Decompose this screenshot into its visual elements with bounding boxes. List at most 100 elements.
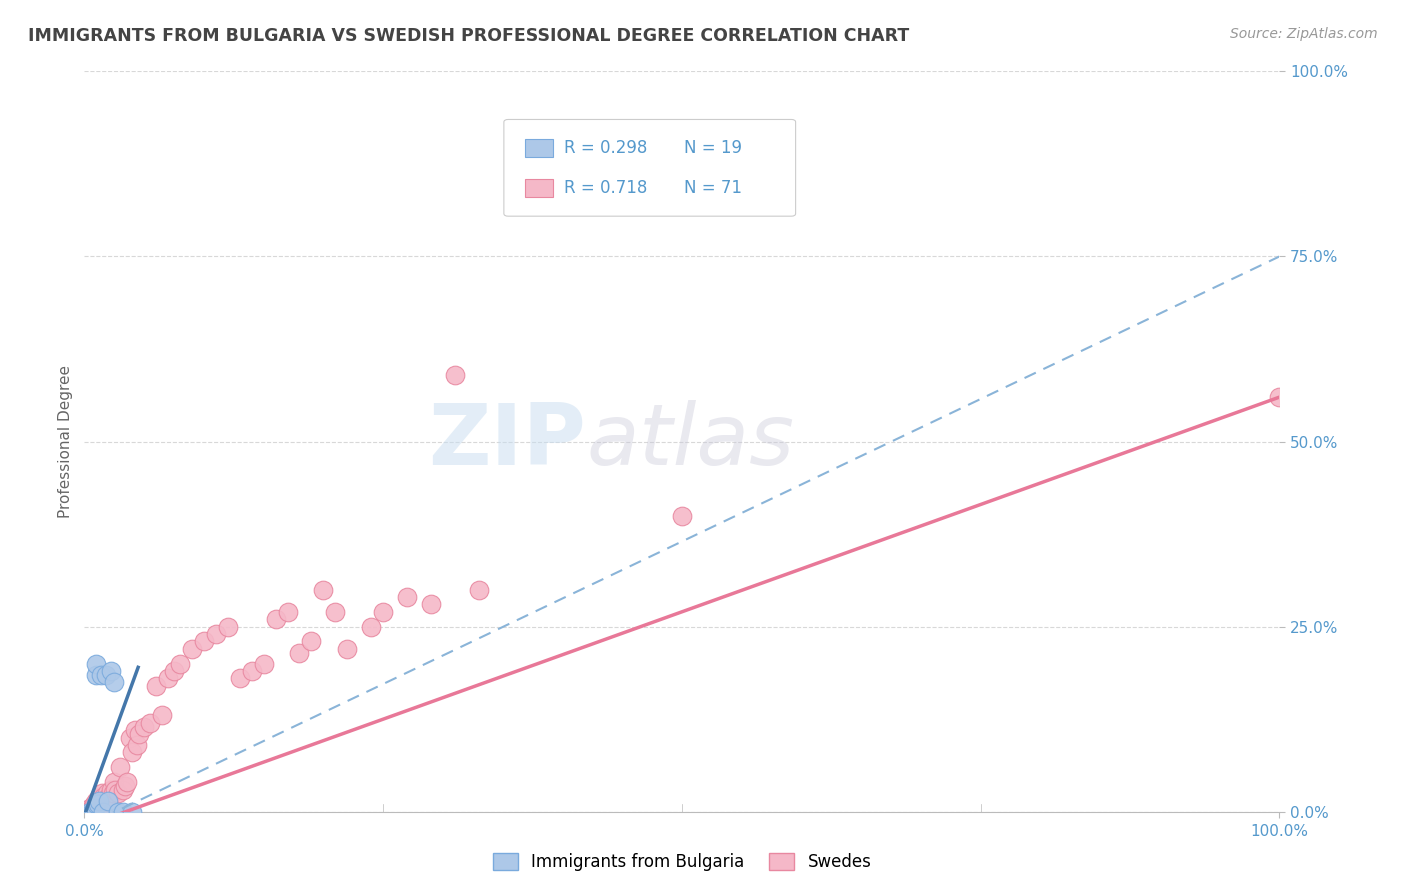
Point	[87, 789, 110, 804]
Text: IMMIGRANTS FROM BULGARIA VS SWEDISH PROFESSIONAL DEGREE CORRELATION CHART: IMMIGRANTS FROM BULGARIA VS SWEDISH PROF…	[28, 27, 910, 45]
Point	[93, 797, 115, 812]
Text: ZIP: ZIP	[429, 400, 586, 483]
Point	[79, 805, 101, 819]
Point	[671, 508, 693, 523]
Point	[83, 805, 105, 819]
Point	[157, 672, 180, 686]
Point	[84, 805, 107, 819]
Point	[91, 786, 114, 800]
Point	[101, 786, 124, 800]
Point	[301, 634, 323, 648]
Point	[312, 582, 335, 597]
Point	[169, 657, 191, 671]
Point	[86, 797, 108, 812]
Point	[96, 786, 118, 800]
Point	[94, 667, 117, 681]
Point	[86, 797, 108, 812]
Y-axis label: Professional Degree: Professional Degree	[58, 365, 73, 518]
Point	[240, 664, 263, 678]
Point	[111, 782, 134, 797]
Point	[277, 605, 299, 619]
Point	[86, 805, 108, 819]
Point	[111, 805, 134, 819]
Point	[205, 627, 228, 641]
Text: R = 0.718: R = 0.718	[564, 179, 648, 197]
Point	[444, 368, 467, 382]
Point	[396, 590, 419, 604]
Point	[124, 723, 146, 738]
Point	[110, 760, 132, 774]
Text: N = 71: N = 71	[683, 179, 742, 197]
Text: atlas: atlas	[586, 400, 794, 483]
Point	[80, 801, 103, 815]
Point	[103, 675, 125, 690]
Text: N = 19: N = 19	[683, 139, 742, 157]
Point	[139, 715, 162, 730]
Point	[84, 801, 107, 815]
Point	[132, 720, 156, 734]
Point	[253, 657, 276, 671]
Point	[163, 664, 186, 678]
Point	[100, 664, 122, 678]
Point	[373, 605, 395, 619]
Point	[86, 667, 108, 681]
Point	[89, 797, 111, 812]
Legend: Immigrants from Bulgaria, Swedes: Immigrants from Bulgaria, Swedes	[486, 846, 877, 878]
Point	[86, 805, 108, 819]
Point	[193, 634, 215, 648]
Point	[114, 779, 136, 793]
Point	[84, 801, 107, 815]
Point	[104, 782, 127, 797]
Point	[468, 582, 491, 597]
Point	[82, 805, 104, 819]
Point	[94, 794, 117, 808]
Point	[336, 641, 359, 656]
Point	[80, 805, 103, 819]
Point	[90, 667, 112, 681]
Point	[80, 805, 103, 819]
Point	[86, 797, 108, 812]
Point	[93, 805, 115, 819]
Point	[125, 738, 148, 752]
Text: R = 0.298: R = 0.298	[564, 139, 648, 157]
Point	[217, 619, 239, 633]
Point	[145, 679, 167, 693]
Point	[121, 746, 143, 760]
Point	[83, 805, 105, 819]
Point	[83, 797, 105, 812]
Text: Source: ZipAtlas.com: Source: ZipAtlas.com	[1230, 27, 1378, 41]
Point	[107, 786, 129, 800]
Point	[86, 794, 108, 808]
Point	[77, 805, 100, 819]
Point	[117, 775, 139, 789]
Point	[97, 794, 120, 808]
Point	[91, 801, 114, 815]
Point	[288, 646, 311, 660]
Point	[118, 731, 141, 745]
Point	[87, 794, 110, 808]
Point	[82, 805, 104, 819]
Point	[103, 775, 125, 789]
Point	[360, 619, 382, 633]
Point	[97, 789, 120, 804]
Point	[86, 797, 108, 812]
Point	[121, 805, 143, 819]
Point	[93, 789, 115, 804]
Point	[264, 612, 287, 626]
Point	[100, 782, 122, 797]
Point	[79, 801, 101, 815]
Point	[90, 794, 112, 808]
Point	[420, 598, 443, 612]
Point	[77, 805, 100, 819]
Point	[229, 672, 252, 686]
Point	[82, 801, 104, 815]
Point	[79, 805, 101, 819]
Point	[107, 805, 129, 819]
Point	[86, 657, 108, 671]
Point	[87, 805, 110, 819]
Point	[181, 641, 204, 656]
Point	[150, 708, 173, 723]
Point	[128, 727, 150, 741]
Point	[1268, 390, 1291, 404]
Point	[325, 605, 347, 619]
